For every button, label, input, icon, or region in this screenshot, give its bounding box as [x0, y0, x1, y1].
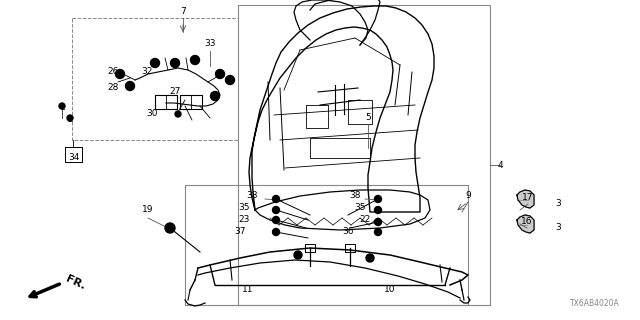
Text: 5: 5 — [365, 114, 371, 123]
Circle shape — [67, 115, 73, 121]
Text: 11: 11 — [243, 284, 253, 293]
Circle shape — [175, 111, 181, 117]
Text: 34: 34 — [68, 153, 80, 162]
Text: TX6AB4020A: TX6AB4020A — [570, 299, 620, 308]
Text: 26: 26 — [108, 68, 118, 76]
Text: 10: 10 — [384, 284, 396, 293]
Text: 9: 9 — [465, 190, 471, 199]
Circle shape — [170, 59, 179, 68]
Text: FR.: FR. — [64, 274, 87, 292]
Circle shape — [374, 219, 381, 226]
Circle shape — [225, 76, 234, 84]
Circle shape — [273, 196, 280, 203]
Circle shape — [125, 82, 134, 91]
Text: 2: 2 — [67, 115, 73, 124]
Circle shape — [191, 55, 200, 65]
Circle shape — [273, 228, 280, 236]
Text: 36: 36 — [342, 228, 354, 236]
Circle shape — [150, 59, 159, 68]
Text: 38: 38 — [246, 190, 258, 199]
Text: 4: 4 — [497, 161, 503, 170]
Text: 30: 30 — [147, 108, 157, 117]
Circle shape — [374, 228, 381, 236]
Circle shape — [59, 103, 65, 109]
Text: 33: 33 — [204, 39, 216, 49]
Text: 17: 17 — [522, 193, 534, 202]
Polygon shape — [517, 190, 534, 208]
Text: 23: 23 — [238, 214, 250, 223]
Text: 16: 16 — [521, 218, 532, 227]
Text: 38: 38 — [349, 190, 361, 199]
Circle shape — [294, 251, 302, 259]
Text: 28: 28 — [108, 84, 118, 92]
Circle shape — [115, 69, 125, 78]
Text: 35: 35 — [355, 203, 365, 212]
Text: 37: 37 — [234, 227, 246, 236]
Text: 27: 27 — [170, 87, 180, 97]
Circle shape — [211, 92, 220, 100]
Text: 7: 7 — [180, 7, 186, 17]
Circle shape — [374, 206, 381, 213]
Text: 35: 35 — [238, 203, 250, 212]
Circle shape — [165, 223, 175, 233]
Circle shape — [374, 196, 381, 203]
Polygon shape — [517, 215, 534, 233]
Text: 1: 1 — [60, 103, 66, 113]
Circle shape — [366, 254, 374, 262]
Text: 3: 3 — [555, 223, 561, 233]
Text: 3: 3 — [555, 199, 561, 209]
Text: 32: 32 — [141, 68, 153, 76]
Circle shape — [216, 69, 225, 78]
Text: 19: 19 — [142, 205, 154, 214]
Circle shape — [273, 217, 280, 223]
Circle shape — [273, 206, 280, 213]
Text: 22: 22 — [360, 215, 371, 225]
